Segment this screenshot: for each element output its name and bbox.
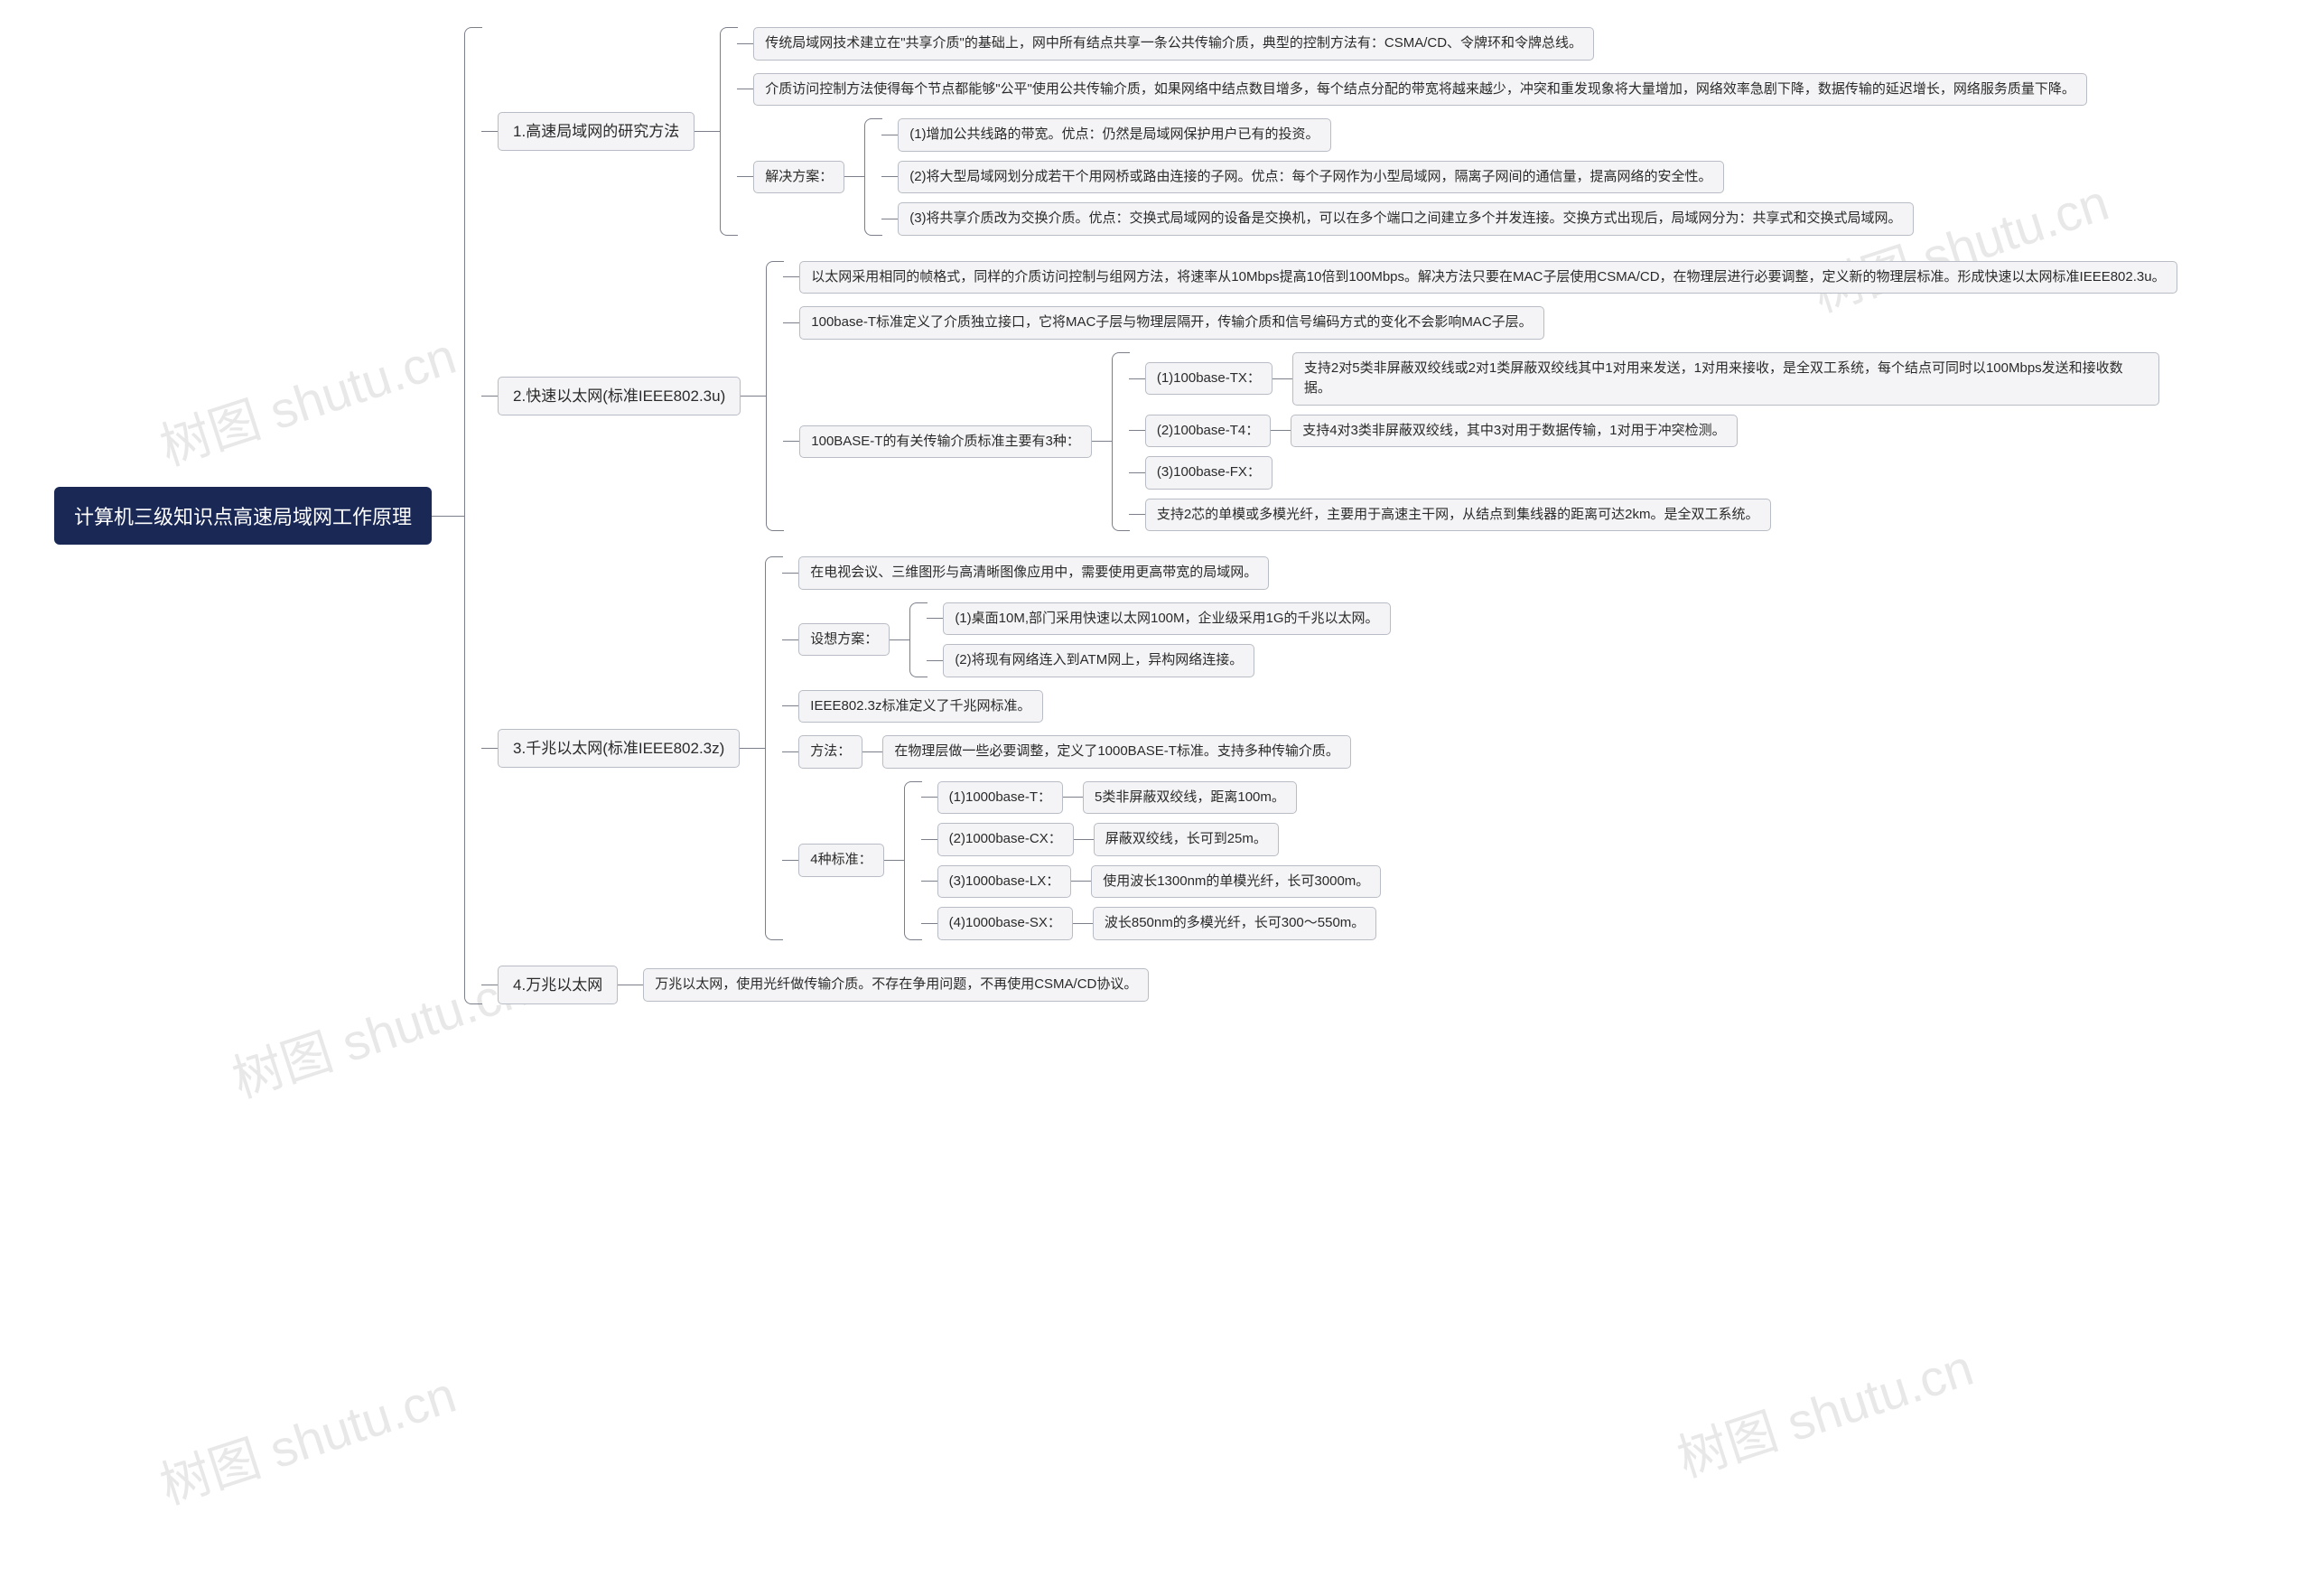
b1-leaf-1: 传统局域网技术建立在"共享介质"的基础上，网中所有结点共享一条公共传输介质，典型… [753, 27, 1594, 61]
branch-4: 4.万兆以太网 万兆以太网，使用光纤做传输介质。不存在争用问题，不再使用CSMA… [481, 966, 2177, 1005]
b3-leaf-1: 在电视会议、三维图形与高清晰图像应用中，需要使用更高带宽的局域网。 [798, 556, 1269, 590]
b3-plan-label: 设想方案： [798, 623, 890, 657]
b3-std-2-desc: 屏蔽双绞线，长可到25m。 [1094, 823, 1279, 856]
b3-method-desc: 在物理层做一些必要调整，定义了1000BASE-T标准。支持多种传输介质。 [882, 735, 1351, 769]
b2-fx-label: (3)100base-FX： [1145, 456, 1273, 490]
b3-std-1-label: (1)1000base-T： [937, 781, 1063, 815]
b3-leaf-3: IEEE802.3z标准定义了千兆网标准。 [798, 690, 1042, 723]
root-node: 计算机三级知识点高速局域网工作原理 [54, 487, 432, 545]
mindmap-container: 计算机三级知识点高速局域网工作原理 1.高速局域网的研究方法 传统局域网技术建立… [0, 0, 2312, 1041]
watermark: 树图 shutu.cn [1667, 1328, 1981, 1492]
branch-1-title: 1.高速局域网的研究方法 [498, 112, 695, 152]
branch-2-title: 2.快速以太网(标准IEEE802.3u) [498, 377, 741, 416]
b3-std-2-label: (2)1000base-CX： [937, 823, 1074, 856]
b3-method-label: 方法： [798, 735, 862, 769]
b3-std-4-label: (4)1000base-SX： [937, 907, 1073, 940]
b2-tx-label: (1)100base-TX： [1145, 362, 1273, 396]
b1-sol-2: (2)将大型局域网划分成若干个用网桥或路由连接的子网。优点：每个子网作为小型局域… [898, 161, 1723, 194]
branch-2: 2.快速以太网(标准IEEE802.3u) 以太网采用相同的帧格式，同样的介质访… [481, 261, 2177, 532]
branch-3: 3.千兆以太网(标准IEEE802.3z) 在电视会议、三维图形与高清晰图像应用… [481, 556, 2177, 940]
b2-leaf-1: 以太网采用相同的帧格式，同样的介质访问控制与组网方法，将速率从10Mbps提高1… [799, 261, 2177, 294]
b3-std-1-desc: 5类非屏蔽双绞线，距离100m。 [1083, 781, 1297, 815]
b2-media-label: 100BASE-T的有关传输介质标准主要有3种： [799, 425, 1092, 459]
b1-solutions-label: 解决方案： [753, 161, 844, 194]
b1-sol-3: (3)将共享介质改为交换介质。优点：交换式局域网的设备是交换机，可以在多个端口之… [898, 202, 1913, 236]
b4-leaf-1: 万兆以太网，使用光纤做传输介质。不存在争用问题，不再使用CSMA/CD协议。 [643, 968, 1149, 1002]
b2-fx-desc: 支持2芯的单模或多模光纤，主要用于高速主干网，从结点到集线器的距离可达2km。是… [1145, 499, 1771, 532]
b3-std-3-label: (3)1000base-LX： [937, 865, 1072, 899]
b3-std-3-desc: 使用波长1300nm的单模光纤，长可3000m。 [1091, 865, 1381, 899]
branch-1: 1.高速局域网的研究方法 传统局域网技术建立在"共享介质"的基础上，网中所有结点… [481, 27, 2177, 236]
b3-std-label: 4种标准： [798, 844, 883, 877]
b1-sol-1: (1)增加公共线路的带宽。优点：仍然是局域网保护用户已有的投资。 [898, 118, 1330, 152]
branch-3-title: 3.千兆以太网(标准IEEE802.3z) [498, 729, 740, 769]
watermark: 树图 shutu.cn [150, 1355, 464, 1519]
b2-t4-desc: 支持4对3类非屏蔽双绞线，其中3对用于数据传输，1对用于冲突检测。 [1291, 415, 1737, 448]
b2-t4-label: (2)100base-T4： [1145, 415, 1271, 448]
b1-leaf-2: 介质访问控制方法使得每个节点都能够"公平"使用公共传输介质，如果网络中结点数目增… [753, 73, 2087, 107]
b2-tx-desc: 支持2对5类非屏蔽双绞线或2对1类屏蔽双绞线其中1对用来发送，1对用来接收，是全… [1292, 352, 2159, 406]
b3-plan-2: (2)将现有网络连入到ATM网上，异构网络连接。 [943, 644, 1254, 677]
b3-plan-1: (1)桌面10M,部门采用快速以太网100M，企业级采用1G的千兆以太网。 [943, 602, 1390, 636]
b3-std-4-desc: 波长850nm的多模光纤，长可300～550m。 [1093, 907, 1376, 940]
branch-4-title: 4.万兆以太网 [498, 966, 618, 1005]
b2-leaf-2: 100base-T标准定义了介质独立接口，它将MAC子层与物理层隔开，传输介质和… [799, 306, 1543, 340]
